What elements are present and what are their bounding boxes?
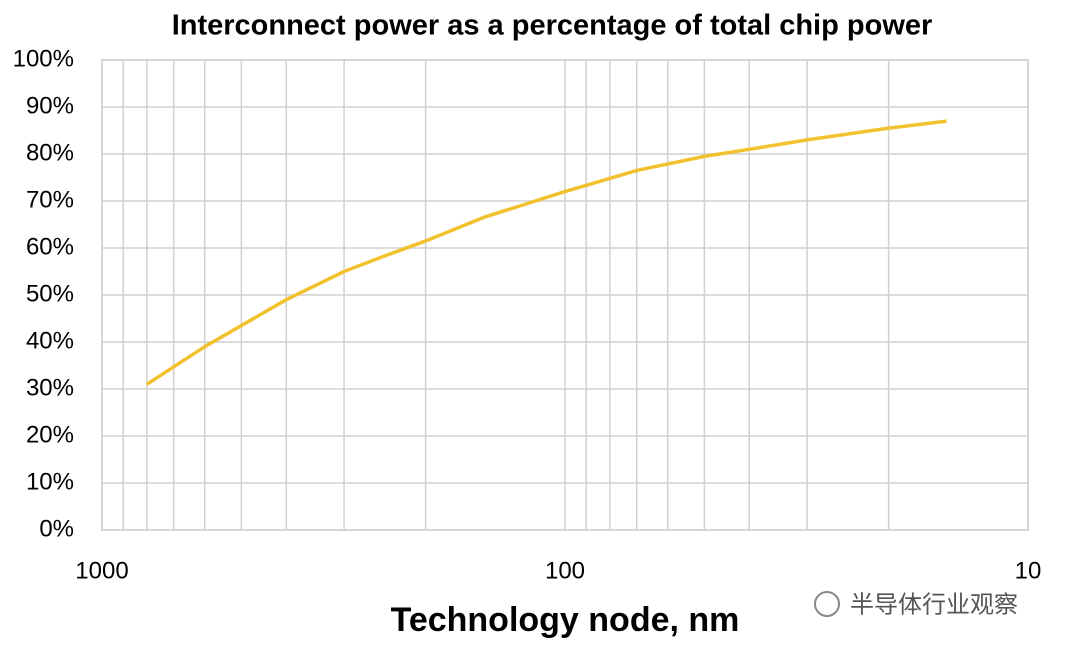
x-axis-label: Technology node, nm: [391, 601, 740, 639]
y-tick-label: 80%: [26, 139, 74, 166]
y-tick-label: 50%: [26, 280, 74, 307]
y-tick-label: 30%: [26, 374, 74, 401]
y-tick-label: 0%: [39, 515, 74, 542]
x-tick-label: 10: [1015, 557, 1042, 584]
y-tick-label: 100%: [13, 45, 74, 72]
x-tick-label: 1000: [75, 557, 128, 584]
y-tick-label: 90%: [26, 92, 74, 119]
chart-title: Interconnect power as a percentage of to…: [172, 10, 933, 42]
y-tick-label: 40%: [26, 327, 74, 354]
y-tick-label: 20%: [26, 421, 74, 448]
watermark: 半导体行业观察: [850, 591, 1018, 618]
y-tick-label: 10%: [26, 468, 74, 495]
watermark-group: 半导体行业观察: [814, 591, 1018, 618]
y-tick-label: 70%: [26, 186, 74, 213]
data-line: [145, 119, 947, 386]
watermark-icon: [814, 591, 840, 617]
x-tick-label: 100: [545, 557, 585, 584]
y-tick-label: 60%: [26, 233, 74, 260]
